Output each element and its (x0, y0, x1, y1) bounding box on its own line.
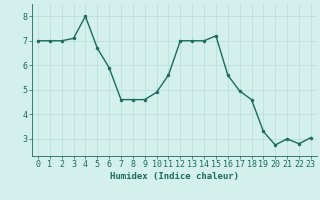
X-axis label: Humidex (Indice chaleur): Humidex (Indice chaleur) (110, 172, 239, 181)
